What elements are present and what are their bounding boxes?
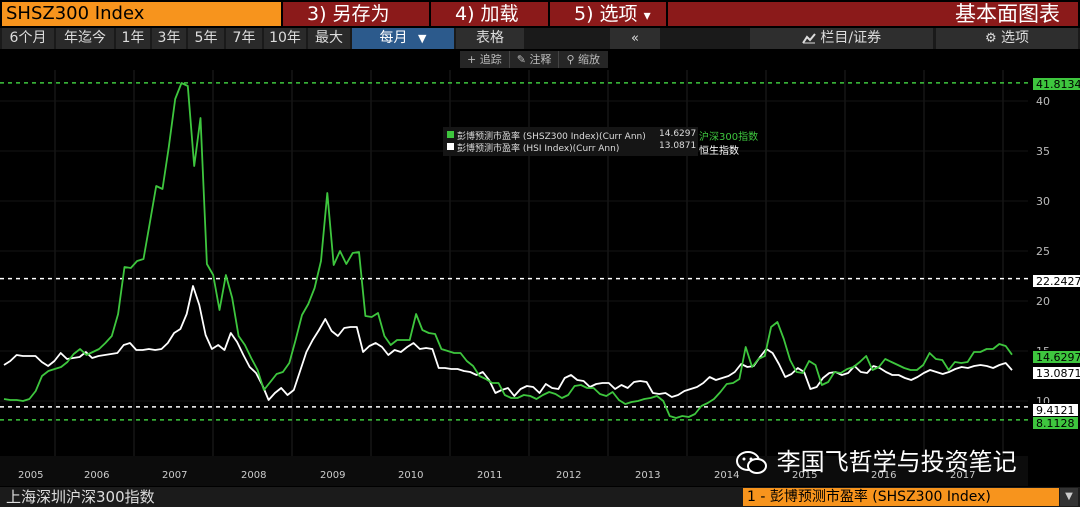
- period-max[interactable]: 最大: [308, 28, 350, 49]
- series-line-hsi: [3, 285, 1013, 401]
- y-tick: 25: [1036, 245, 1050, 258]
- legend-swatch-white: [447, 143, 454, 150]
- legend-label: 彭博预测市盈率 (SHSZ300 Index)(Curr Ann): [457, 132, 646, 142]
- max-value-tag: 41.8134: [1032, 77, 1080, 91]
- save-as-button[interactable]: 3) 另存为: [283, 2, 429, 26]
- zoom-tool[interactable]: ⚲ 缩放: [559, 51, 607, 68]
- options-label: 5) 选项: [574, 3, 638, 25]
- x-tick: 2017: [950, 470, 976, 481]
- y-tick: 30: [1036, 195, 1050, 208]
- columns-securities-button[interactable]: 栏目/证券: [750, 28, 933, 49]
- x-tick: 2010: [398, 470, 424, 481]
- legend-value: 14.6297: [659, 129, 697, 139]
- table-button[interactable]: 表格: [456, 28, 524, 49]
- period-10y[interactable]: 10年: [264, 28, 306, 49]
- x-tick: 2013: [635, 470, 661, 481]
- chevron-down-icon[interactable]: ▼: [1060, 488, 1078, 506]
- zoom-label: 缩放: [578, 53, 600, 66]
- x-tick: 2009: [320, 470, 346, 481]
- columns-securities-label: 栏目/证券: [820, 30, 882, 46]
- period-1y[interactable]: 1年: [116, 28, 150, 49]
- gear-icon: ⚙: [984, 31, 997, 46]
- track-tool[interactable]: + 追踪: [460, 51, 510, 68]
- lower-band-tag: 9.4121: [1032, 403, 1079, 417]
- y-tick: 20: [1036, 295, 1050, 308]
- x-tick: 2016: [871, 470, 897, 481]
- series-line-csi300: [3, 82, 1013, 419]
- period-5y[interactable]: 5年: [188, 28, 224, 49]
- last-green-tag: 14.6297: [1032, 350, 1080, 364]
- watermark: 李国飞哲学与投资笔记: [735, 442, 1017, 477]
- pencil-icon: ✎: [516, 53, 530, 66]
- legend-swatch-green: [447, 131, 454, 138]
- options-button[interactable]: 5) 选项 ▾: [550, 2, 666, 26]
- chart-icon: [802, 33, 816, 44]
- chart-tools: + 追踪 ✎ 注释 ⚲ 缩放: [460, 51, 608, 68]
- collapse-icon[interactable]: «: [610, 28, 660, 49]
- legend-name-white: 恒生指数: [699, 146, 739, 157]
- x-tick: 2008: [241, 470, 267, 481]
- y-tick: 40: [1036, 95, 1050, 108]
- legend-value: 13.0871: [659, 141, 697, 151]
- watermark-text: 李国飞哲学与投资笔记: [776, 448, 1017, 476]
- x-tick: 2007: [162, 470, 188, 481]
- legend-label: 彭博预测市盈率 (HSI Index)(Curr Ann): [457, 144, 620, 154]
- period-ytd[interactable]: 年迄今: [56, 28, 114, 49]
- x-tick: 2005: [18, 470, 44, 481]
- min-value-tag: 8.1128: [1032, 416, 1079, 430]
- period-3y[interactable]: 3年: [152, 28, 186, 49]
- last-white-tag: 13.0871: [1032, 366, 1080, 380]
- frequency-dropdown[interactable]: 每月 ▼: [352, 28, 454, 49]
- x-tick: 2012: [556, 470, 582, 481]
- y-tick: 35: [1036, 145, 1050, 158]
- period-7y[interactable]: 7年: [226, 28, 262, 49]
- x-axis: [0, 456, 1028, 486]
- annotate-label: 注释: [529, 53, 552, 66]
- x-tick: 2006: [84, 470, 110, 481]
- upper-band-tag: 22.2427: [1032, 274, 1080, 288]
- plus-icon: +: [467, 53, 480, 66]
- x-tick: 2015: [792, 470, 818, 481]
- chevron-down-icon: ▾: [643, 8, 651, 24]
- legend[interactable]: 彭博预测市盈率 (SHSZ300 Index)(Curr Ann) 14.629…: [443, 127, 698, 156]
- wechat-icon: [735, 450, 769, 476]
- security-description: 上海深圳沪深300指数: [6, 488, 155, 506]
- x-tick: 2011: [477, 470, 503, 481]
- load-button[interactable]: 4) 加载: [431, 2, 548, 26]
- track-label: 追踪: [479, 53, 502, 66]
- ticker-field[interactable]: SHSZ300 Index: [2, 2, 281, 26]
- legend-name-green: 沪深300指数: [699, 132, 759, 143]
- field-selector[interactable]: 1 - 彭博预测市盈率 (SHSZ300 Index): [743, 488, 1059, 506]
- frequency-label: 每月: [379, 30, 408, 46]
- settings-button[interactable]: ⚙ 选项: [936, 28, 1078, 49]
- x-tick: 2014: [714, 470, 740, 481]
- settings-label: 选项: [1001, 30, 1030, 46]
- annotate-tool[interactable]: ✎ 注释: [510, 51, 560, 68]
- period-6m[interactable]: 6个月: [2, 28, 54, 49]
- caret-down-icon: ▼: [417, 32, 427, 45]
- function-title: 基本面图表: [668, 2, 1078, 26]
- magnifier-icon: ⚲: [566, 53, 578, 66]
